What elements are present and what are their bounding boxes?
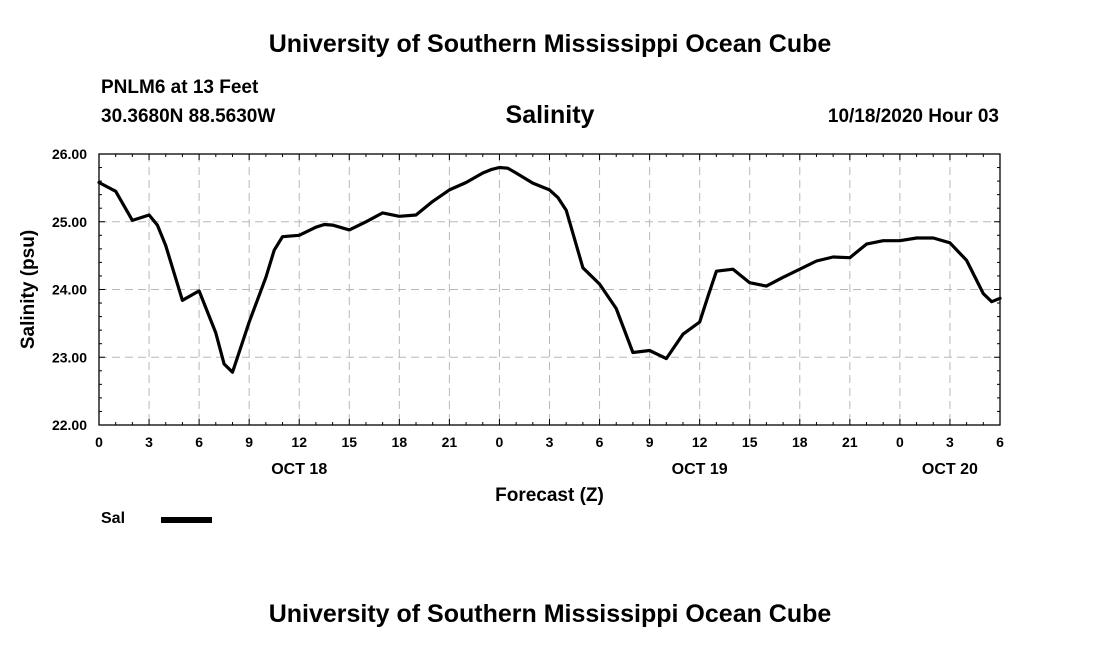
x-axis-title: Forecast (Z) (495, 485, 604, 506)
page-title: University of Southern Mississippi Ocean… (268, 30, 832, 58)
x-tick-label: 9 (646, 434, 654, 450)
x-tick-label: 3 (145, 434, 153, 450)
coordinates-label: 30.3680N 88.5630W (101, 106, 276, 127)
footer-title: University of Southern Mississippi Ocean… (268, 600, 832, 628)
x-tick-label: 6 (996, 434, 1004, 450)
x-tick-label: 15 (742, 434, 758, 450)
x-tick-label: 3 (546, 434, 554, 450)
x-tick-label: 0 (95, 434, 103, 450)
x-tick-label: 15 (341, 434, 357, 450)
x-tick-label: 3 (946, 434, 954, 450)
y-axis-title: Salinity (psu) (18, 230, 39, 349)
date-label: OCT 19 (672, 461, 728, 478)
legend-label: Sal (101, 510, 126, 527)
x-tick-label: 6 (596, 434, 604, 450)
legend-swatch (161, 517, 212, 523)
station-label: PNLM6 at 13 Feet (101, 77, 259, 98)
y-tick-label: 22.00 (52, 417, 87, 433)
timestamp-label: 10/18/2020 Hour 03 (827, 106, 999, 127)
y-tick-label: 24.00 (52, 282, 87, 298)
x-tick-label: 12 (291, 434, 307, 450)
x-tick-label: 12 (692, 434, 708, 450)
y-tick-label: 26.00 (52, 146, 87, 162)
x-tick-label: 21 (842, 434, 858, 450)
x-tick-label: 21 (442, 434, 458, 450)
x-tick-label: 0 (896, 434, 904, 450)
x-tick-label: 18 (392, 434, 408, 450)
date-label: OCT 20 (922, 461, 978, 478)
y-tick-label: 25.00 (52, 214, 87, 230)
y-tick-label: 23.00 (52, 349, 87, 365)
date-label: OCT 18 (271, 461, 327, 478)
chart-title: Salinity (505, 101, 595, 129)
x-tick-label: 18 (792, 434, 808, 450)
x-tick-label: 9 (245, 434, 253, 450)
series-line-sal (97, 165, 1002, 374)
x-tick-label: 6 (195, 434, 203, 450)
x-tick-label: 0 (496, 434, 504, 450)
